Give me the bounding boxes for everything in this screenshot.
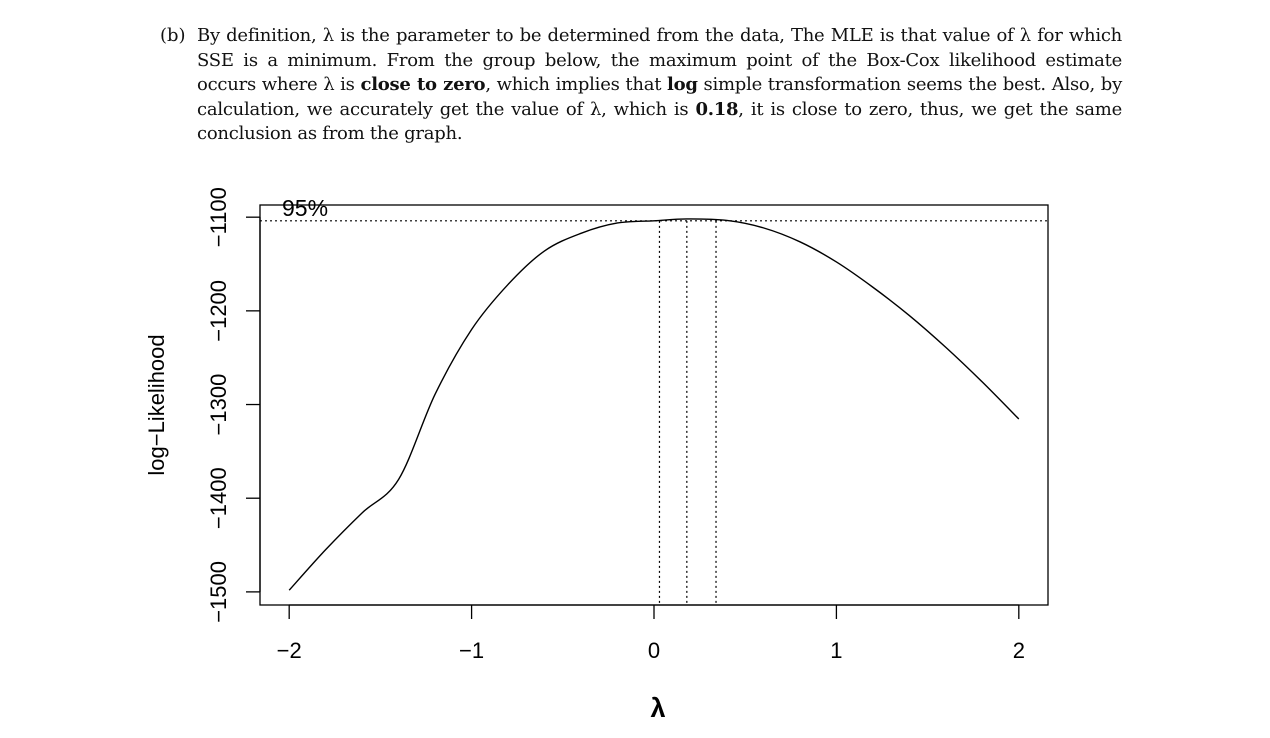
y-tick-label: −1100	[206, 187, 231, 247]
y-tick-label: −1200	[206, 280, 231, 342]
x-tick-label: −1	[459, 638, 484, 663]
paragraph-bold-text: log	[667, 74, 698, 95]
confidence-interval-lines	[260, 220, 1048, 605]
y-axis-label: log−Likelihood	[144, 334, 169, 475]
x-tick-label: 2	[1013, 638, 1025, 663]
paragraph-text: simple transformation seems the best. Al…	[197, 74, 1122, 120]
x-tick-label: −2	[277, 638, 302, 663]
problem-paragraph: (b) By definition, λ is the parameter to…	[160, 24, 1122, 147]
x-axis-label: λ	[650, 693, 665, 723]
y-axis: −1500 −1400 −1300 −1200 −1100	[206, 187, 261, 623]
x-tick-label: 1	[830, 638, 842, 663]
paragraph-text: , which implies that	[485, 74, 667, 95]
paragraph-bold-text: 0.18	[695, 98, 739, 120]
x-axis: −2 −1 0 1 2	[277, 604, 1025, 663]
paragraph-body: By definition, λ is the parameter to be …	[197, 24, 1122, 147]
paragraph-text: , it is close to zero, thus, we get the …	[197, 98, 1122, 145]
x-tick-label: 0	[648, 638, 660, 663]
y-tick-label: −1300	[206, 374, 231, 436]
y-tick-label: −1500	[206, 561, 231, 623]
ci-label: 95%	[282, 195, 328, 221]
loglik-curve	[288, 218, 1020, 591]
paragraph-text: By definition, λ is the parameter to be …	[197, 25, 1122, 95]
paragraph-bold-text: close to zero	[360, 74, 486, 95]
plot-frame	[259, 204, 1049, 606]
y-tick-label: −1400	[206, 467, 231, 529]
item-label: (b)	[160, 25, 186, 46]
